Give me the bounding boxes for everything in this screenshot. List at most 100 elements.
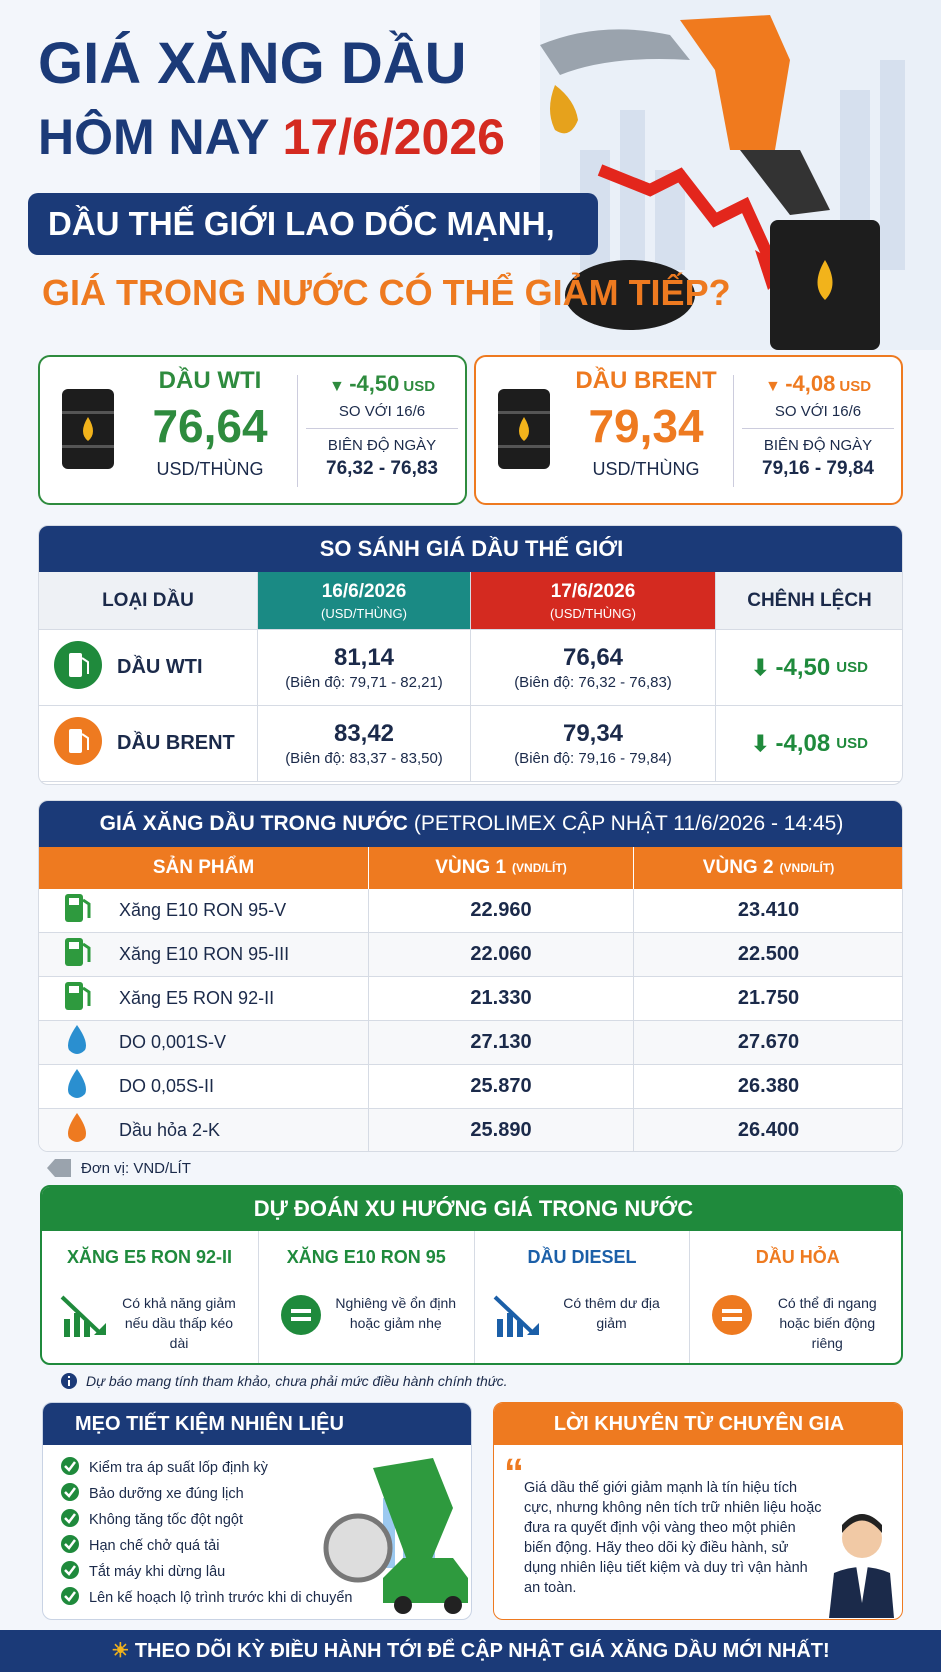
- unit-note: Đơn vị: VND/LÍT: [45, 1157, 191, 1179]
- forecast-note: Dự báo mang tính tham khảo, chưa phải mứ…: [60, 1372, 508, 1390]
- divider: [306, 428, 458, 429]
- unit-note-text: Đơn vị: VND/LÍT: [81, 1159, 191, 1177]
- card-range-label: BIÊN ĐỘ NGÀY: [763, 437, 873, 454]
- divider: [742, 428, 894, 429]
- world-header-cell: 16/6/2026 (USD/THÙNG): [258, 572, 471, 630]
- tip-text: Hạn chế chở quá tải: [89, 1538, 220, 1554]
- world-diff-unit: USD: [836, 735, 868, 752]
- domestic-cell: 23.410: [634, 889, 902, 933]
- world-row-name: DẦU WTI: [117, 656, 203, 678]
- down-arrow: ⬇: [751, 654, 770, 680]
- card-range: 76,32 - 76,83: [326, 458, 438, 479]
- info-icon: [61, 1373, 77, 1389]
- product-icon-svg: [65, 894, 91, 922]
- domestic-header-cell: VÙNG 1 (VND/LÍT): [369, 847, 634, 889]
- trend-icon: [60, 1289, 110, 1346]
- advice-title: LỜI KHUYÊN TỪ CHUYÊN GIA: [494, 1403, 902, 1445]
- product-icon: [61, 1022, 93, 1063]
- product-icon-svg: [68, 1113, 86, 1142]
- domestic-table-title: GIÁ XĂNG DẦU TRONG NƯỚC: [99, 812, 408, 835]
- trend-icon-svg: [493, 1295, 539, 1337]
- domestic-table: GIÁ XĂNG DẦU TRONG NƯỚC (PETROLIMEX CẬP …: [38, 800, 903, 1152]
- card-main: DẦU WTI 76,64 USD/THÙNG: [130, 367, 290, 480]
- quote-mark: “: [504, 1451, 524, 1495]
- tip-item: Lên kế hoạch lộ trình trước khi di chuyể…: [61, 1587, 352, 1609]
- world-header-unit: (USD/THÙNG): [550, 605, 636, 621]
- product-icon-svg: [65, 982, 91, 1010]
- product-icon: [61, 1110, 93, 1151]
- product-name: DO 0,001S-V: [119, 1032, 227, 1052]
- domestic-cell: 27.130: [369, 1021, 634, 1065]
- domestic-header-label: VÙNG 2: [702, 857, 774, 878]
- domestic-header-cell: SẢN PHẨM: [39, 847, 369, 889]
- price: 22.960: [470, 899, 532, 921]
- forecast-text: Nghiêng về ổn định hoặc giảm nhẹ: [335, 1295, 457, 1331]
- tip-item: Không tăng tốc đột ngột: [61, 1509, 243, 1531]
- title: GIÁ XĂNG DẦU: [38, 31, 467, 96]
- domestic-header-label: SẢN PHẨM: [152, 857, 255, 878]
- trend-icon: [277, 1289, 327, 1346]
- forecast-title: DỰ ĐOÁN XU HƯỚNG GIÁ TRONG NƯỚC: [42, 1187, 901, 1231]
- card-price: 79,34: [588, 400, 704, 452]
- headline: DẦU THẾ GIỚI LAO DỐC MẠNH,: [28, 193, 598, 255]
- forecast-product: XĂNG E10 RON 95: [286, 1247, 446, 1267]
- domestic-header-label: VÙNG 1: [435, 857, 507, 878]
- world-header-label: CHÊNH LỆCH: [747, 589, 872, 611]
- tip-text: Kiểm tra áp suất lốp định kỳ: [89, 1460, 268, 1476]
- forecast-product: XĂNG E5 RON 92-II: [66, 1247, 233, 1267]
- card-side: ▼ -4,08 USD SO VỚI 16/6 BIÊN ĐỘ NGÀY 79,16 -…: [738, 371, 898, 480]
- product-name: Dầu hỏa 2-K: [119, 1120, 221, 1140]
- fuel-icon: [53, 716, 103, 771]
- change-value: -4,08: [785, 371, 836, 396]
- product-icon: [61, 978, 93, 1019]
- world-value: 83,42: [333, 720, 395, 747]
- world-header-label: 17/6/2026: [550, 580, 636, 602]
- check-icon: [61, 1509, 79, 1531]
- domestic-header-cell: VÙNG 2 (VND/LÍT): [634, 847, 902, 889]
- down-arrow: ▼: [328, 378, 350, 395]
- bulb-icon: ☀: [111, 1640, 130, 1662]
- trend-icon-svg: [280, 1295, 321, 1335]
- check-icon: [61, 1561, 79, 1583]
- world-diff: -4,50: [775, 653, 831, 681]
- price: 25.890: [470, 1119, 532, 1141]
- product-icon: [61, 1066, 93, 1107]
- world-row-name: DẦU BRENT: [117, 732, 235, 754]
- card-price: 76,64: [152, 400, 268, 452]
- product-icon-svg: [68, 1025, 86, 1054]
- price: 21.750: [737, 987, 800, 1009]
- header-illustration: [540, 0, 941, 350]
- domestic-header-unit: (VND/LÍT): [779, 861, 835, 875]
- domestic-cell: 21.750: [634, 977, 902, 1021]
- price: 26.400: [737, 1119, 800, 1141]
- domestic-cell: DO 0,001S-V: [39, 1021, 369, 1065]
- trend-icon-svg: [712, 1295, 753, 1335]
- world-range: (Biên độ: 83,37 - 83,50): [285, 750, 443, 767]
- world-diff: -4,08: [775, 729, 831, 757]
- card-change: ▼ -4,50 USD: [302, 371, 462, 397]
- forecast-item: DẦU DIESEL Có thêm dư địa giảm: [473, 1231, 689, 1363]
- domestic-cell: 22.960: [369, 889, 634, 933]
- tag-icon: [47, 1159, 71, 1177]
- domestic-cell: 22.060: [369, 933, 634, 977]
- change-unit: USD: [403, 378, 436, 395]
- forecast-box: DỰ ĐOÁN XU HƯỚNG GIÁ TRONG NƯỚC XĂNG E5 …: [40, 1185, 903, 1365]
- domestic-cell: 21.330: [369, 977, 634, 1021]
- world-row-name-cell: DẦU WTI: [39, 630, 258, 706]
- card-compare: SO VỚI 16/6: [774, 403, 862, 420]
- domestic-cell: Xăng E10 RON 95-III: [39, 933, 369, 977]
- domestic-cell: Xăng E5 RON 92-II: [39, 977, 369, 1021]
- world-header-label: LOẠI DẦU: [102, 589, 194, 611]
- domestic-cell: 27.670: [634, 1021, 902, 1065]
- tip-item: Kiểm tra áp suất lốp định kỳ: [61, 1457, 268, 1479]
- domestic-cell: Dầu hỏa 2-K: [39, 1109, 369, 1151]
- fuel-icon-svg: [54, 717, 102, 765]
- domestic-cell: 25.870: [369, 1065, 634, 1109]
- check-icon-svg: [61, 1509, 79, 1527]
- tip-item: Tắt máy khi dừng lâu: [61, 1561, 225, 1583]
- footer-text: THEO DÕI KỲ ĐIỀU HÀNH TỚI ĐỂ CẬP NHẬT GI…: [134, 1640, 830, 1662]
- card-unit: USD/THÙNG: [592, 459, 700, 479]
- product-name: Xăng E10 RON 95-III: [119, 944, 290, 964]
- fuel-icon-svg: [54, 641, 102, 689]
